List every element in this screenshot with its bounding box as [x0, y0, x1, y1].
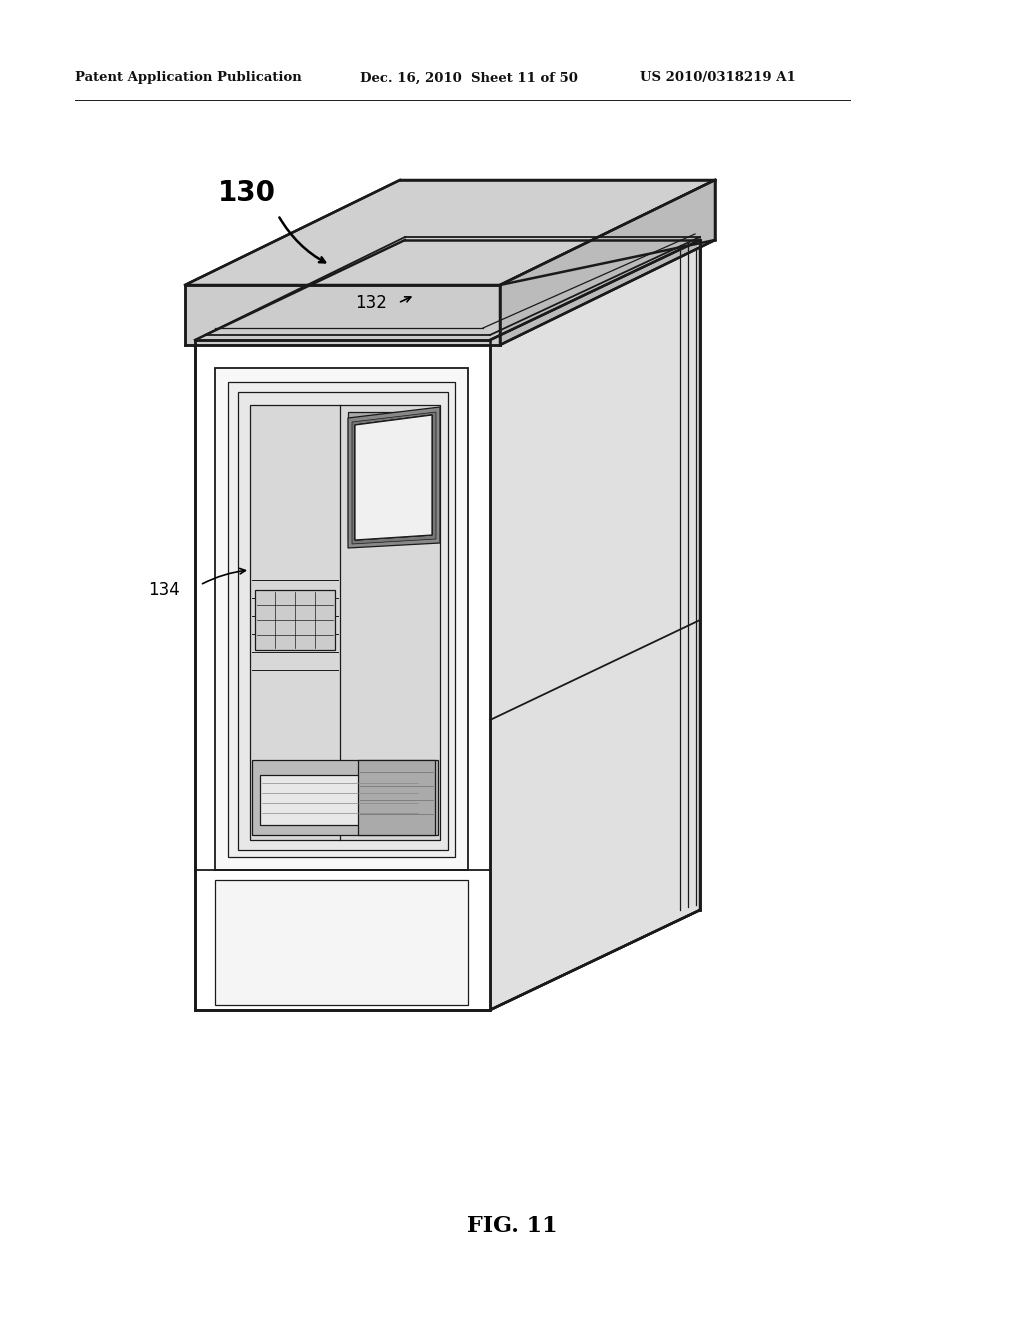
Text: FIG. 11: FIG. 11 — [467, 1214, 557, 1237]
Polygon shape — [195, 341, 490, 1010]
Text: Patent Application Publication: Patent Application Publication — [75, 71, 302, 84]
Text: 130: 130 — [218, 180, 276, 207]
Polygon shape — [250, 405, 440, 840]
Polygon shape — [358, 760, 435, 836]
Polygon shape — [185, 285, 500, 345]
Polygon shape — [348, 407, 440, 548]
Text: 132: 132 — [355, 294, 387, 312]
Polygon shape — [252, 760, 438, 836]
Polygon shape — [185, 180, 715, 285]
Polygon shape — [260, 775, 420, 825]
Polygon shape — [490, 240, 700, 1010]
Polygon shape — [238, 392, 449, 850]
Polygon shape — [500, 180, 715, 345]
Polygon shape — [215, 368, 468, 870]
Text: US 2010/0318219 A1: US 2010/0318219 A1 — [640, 71, 796, 84]
Polygon shape — [348, 412, 438, 540]
Polygon shape — [195, 240, 700, 341]
Polygon shape — [355, 420, 430, 531]
Polygon shape — [215, 880, 468, 1005]
Polygon shape — [228, 381, 455, 857]
Polygon shape — [352, 412, 436, 544]
Text: 134: 134 — [148, 581, 180, 599]
Polygon shape — [255, 590, 335, 649]
Polygon shape — [355, 414, 432, 540]
Text: Dec. 16, 2010  Sheet 11 of 50: Dec. 16, 2010 Sheet 11 of 50 — [360, 71, 578, 84]
